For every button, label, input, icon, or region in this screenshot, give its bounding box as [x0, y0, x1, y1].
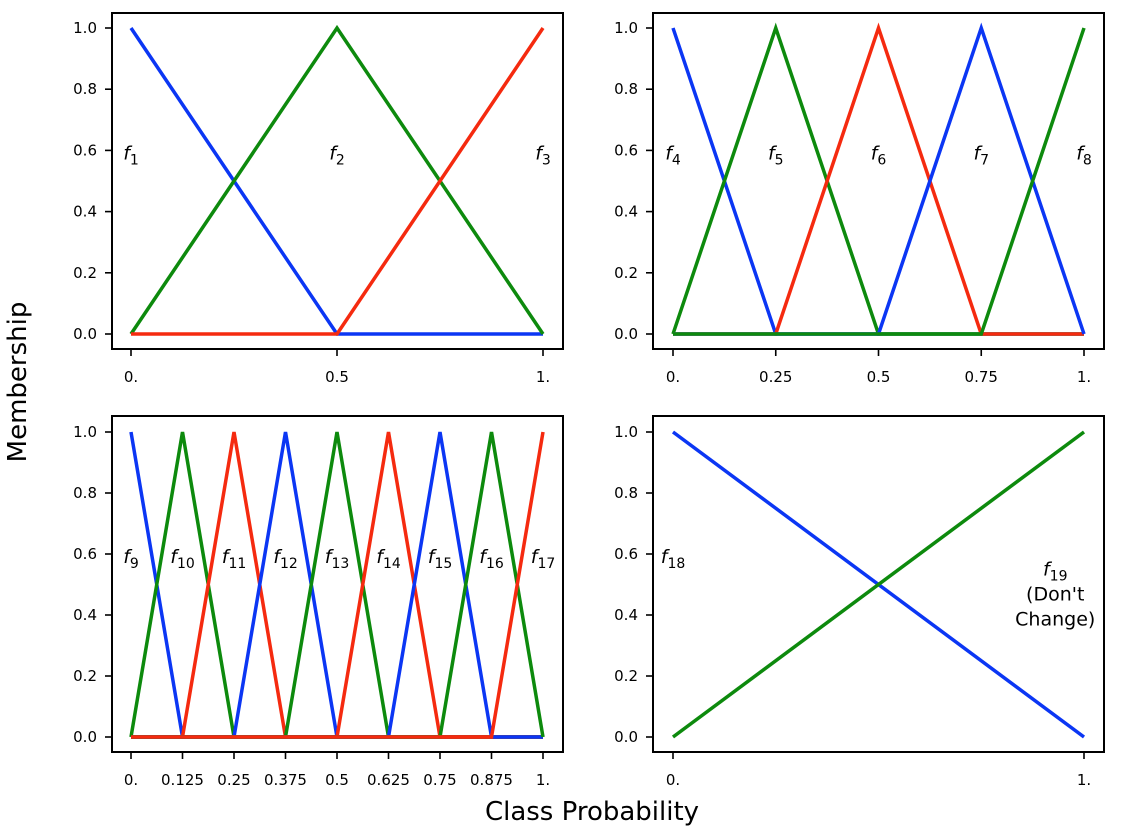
y-tick-label: 0.8	[73, 484, 97, 502]
y-tick-label: 0.4	[73, 203, 97, 221]
annotation-f11: f11	[222, 546, 247, 572]
y-tick-label: 1.0	[73, 19, 97, 37]
annotation-f14: f14	[376, 546, 401, 572]
y-tick-label: 0.8	[73, 80, 97, 98]
x-tick-label: 1.	[536, 368, 550, 386]
series-line-f2	[129, 24, 545, 335]
series-line-f8	[673, 27, 1086, 336]
panels: 0. 0.5 1. 0.0 0.2 0.4 0.6 0.8 1.0 f1 f2 f3 0. 0.25 0.5…	[73, 12, 1105, 789]
x-tick-label: 0.	[666, 368, 680, 386]
x-axis-label: Class Probability	[485, 797, 699, 827]
x-tick-label: 0.25	[217, 771, 250, 789]
x-tick-label: 0.25	[759, 368, 792, 386]
annotation-f7: f7	[973, 143, 989, 169]
y-tick-label: 0.0	[614, 728, 638, 746]
annotation-note: Change)	[1015, 608, 1095, 630]
y-tick-label: 0.2	[73, 667, 97, 685]
y-tick-label: 0.8	[614, 484, 638, 502]
annotation-f3: f3	[535, 143, 551, 169]
axes-frame	[652, 415, 1105, 753]
y-tick-label: 0.6	[73, 545, 97, 563]
y-tick-label: 0.0	[614, 325, 638, 343]
y-tick-label: 1.0	[614, 19, 638, 37]
annotation-f12: f12	[273, 546, 298, 572]
y-tick-label: 0.2	[614, 667, 638, 685]
subplot-3: 0. 0.125 0.25 0.375 0.5 0.625 0.75 0.875 1. 0.0 0.…	[73, 415, 564, 789]
x-tick-label: 0.5	[325, 368, 349, 386]
x-tick-label: 0.5	[325, 771, 349, 789]
y-tick-label: 0.2	[73, 264, 97, 282]
y-tick-label: 1.0	[73, 423, 97, 441]
y-tick-label: 0.0	[73, 728, 97, 746]
annotation-f8: f8	[1076, 143, 1092, 169]
annotation-f19: f19	[1043, 558, 1068, 584]
y-tick-label: 0.0	[73, 325, 97, 343]
subplot-1: 0. 0.5 1. 0.0 0.2 0.4 0.6 0.8 1.0 f1 f2 f3	[73, 12, 564, 386]
annotation-note: (Don't	[1026, 583, 1084, 605]
x-tick-label: 0.	[124, 368, 138, 386]
x-tick-label: 1.	[1077, 771, 1091, 789]
y-tick-label: 0.4	[73, 606, 97, 624]
annotation-f6: f6	[871, 143, 887, 169]
series-line-f17	[131, 431, 545, 739]
x-tick-label: 0.	[124, 771, 138, 789]
annotation-f18: f18	[661, 546, 686, 572]
annotation-f16: f16	[479, 546, 504, 572]
y-tick-label: 0.6	[614, 545, 638, 563]
series-line-f19	[671, 430, 1086, 739]
annotation-f10: f10	[170, 546, 195, 572]
x-tick-label: 0.75	[965, 368, 998, 386]
y-axis-label: Membership	[3, 302, 33, 463]
x-tick-label: 0.375	[264, 771, 307, 789]
y-tick-label: 0.8	[614, 80, 638, 98]
annotation-f15: f15	[428, 546, 453, 572]
y-tick-label: 0.4	[614, 203, 638, 221]
annotation-f9: f9	[123, 546, 139, 572]
subplot-2: 0. 0.25 0.5 0.75 1. 0.0 0.2 0.4 0.6 0.8 1.0 f4 f5 f6 f…	[614, 12, 1105, 386]
y-tick-label: 0.6	[73, 141, 97, 159]
x-tick-label: 0.625	[367, 771, 410, 789]
y-tick-label: 0.4	[614, 606, 638, 624]
x-tick-label: 1.	[1077, 368, 1091, 386]
x-tick-label: 0.	[666, 771, 680, 789]
x-tick-label: 1.	[536, 771, 550, 789]
y-tick-label: 0.2	[614, 264, 638, 282]
y-tick-label: 1.0	[614, 423, 638, 441]
annotation-f4: f4	[665, 143, 681, 169]
annotation-f1: f1	[123, 143, 139, 169]
annotation-f13: f13	[325, 546, 350, 572]
annotation-f2: f2	[329, 143, 345, 169]
x-tick-label: 0.125	[161, 771, 204, 789]
subplot-4: 0. 1. 0.0 0.2 0.4 0.6 0.8 1.0 f18 f19(Don't Change…	[614, 415, 1105, 789]
x-tick-label: 0.875	[470, 771, 513, 789]
x-tick-label: 0.5	[867, 368, 891, 386]
annotation-f17: f17	[531, 546, 556, 572]
series-line-f3	[131, 27, 545, 336]
x-tick-label: 0.75	[423, 771, 456, 789]
annotation-f5: f5	[768, 143, 784, 169]
y-tick-label: 0.6	[614, 141, 638, 159]
